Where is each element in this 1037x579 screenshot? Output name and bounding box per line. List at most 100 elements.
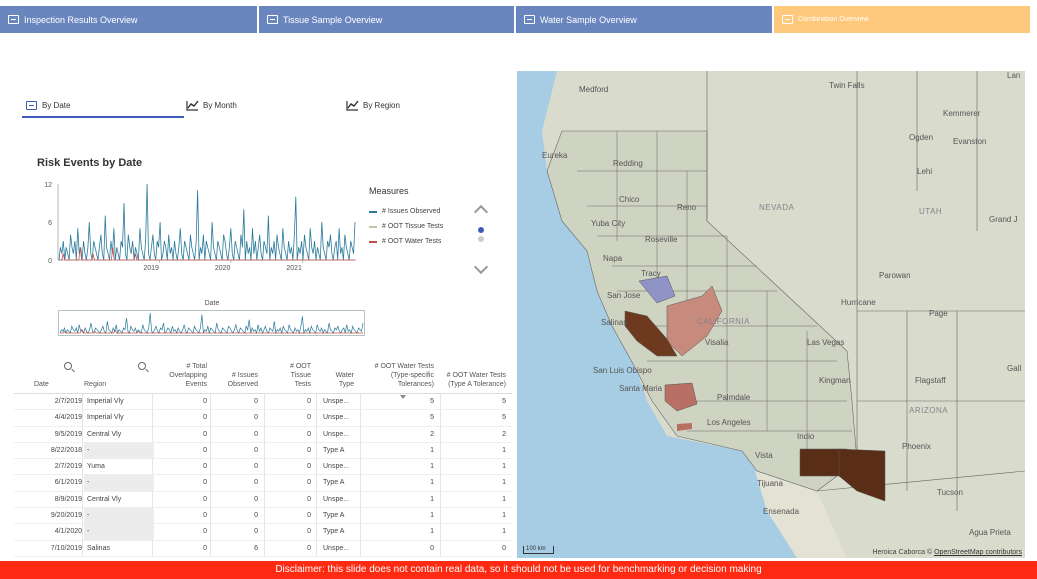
map-label-city: Tracy xyxy=(641,269,661,278)
map-label-city: Lehi xyxy=(917,167,933,176)
col-header-oot-water-type-specific[interactable]: # OOT Water Tests (Type-specific Toleran… xyxy=(374,363,434,388)
cell-date: 8/9/2019 xyxy=(54,495,82,503)
column-divider xyxy=(152,394,153,410)
search-icon[interactable] xyxy=(138,362,146,370)
table-row[interactable]: 2/7/2019 Imperial Vly 0 0 0 Unspe... 5 5 xyxy=(14,394,512,411)
cell-oot-tissue: 0 xyxy=(307,495,311,503)
cell-total-overlapping: 0 xyxy=(203,479,207,487)
chart-title: Risk Events by Date xyxy=(37,157,143,169)
table-row[interactable]: 9/5/2019 Central Vly 0 0 0 Unspe... 2 2 xyxy=(14,426,512,443)
tab-inspection-results-overview[interactable]: Inspection Results Overview xyxy=(0,6,257,33)
column-divider xyxy=(316,508,317,524)
column-divider xyxy=(440,540,441,556)
cell-oot-tissue: 0 xyxy=(307,414,311,422)
map-label-city: San Luis Obispo xyxy=(593,366,652,375)
col-header-oot-water-type-a[interactable]: # OOT Water Tests (Type A Tolerance) xyxy=(446,372,506,388)
column-divider xyxy=(360,459,361,475)
map-label-city: Napa xyxy=(603,254,623,263)
table-icon xyxy=(26,100,37,110)
dashboard-icon xyxy=(267,15,278,24)
column-divider xyxy=(152,459,153,475)
col-header-issues-observed[interactable]: # Issues Observed xyxy=(227,372,258,388)
table-row[interactable]: 7/10/2019 Salinas 0 6 0 Unspe... 0 0 xyxy=(14,540,512,557)
tab-water-sample-overview[interactable]: Water Sample Overview xyxy=(516,6,772,33)
date-range-brush[interactable] xyxy=(58,310,365,336)
cell-region: - xyxy=(84,524,154,541)
region-central-low[interactable] xyxy=(638,275,676,304)
col-header-oot-tissue[interactable]: # OOT Tissue Tests xyxy=(289,363,311,388)
column-divider xyxy=(360,442,361,459)
map-label-city: Santa Maria xyxy=(619,384,663,393)
region-salinas[interactable] xyxy=(624,310,678,357)
chevron-up-icon[interactable] xyxy=(473,204,489,220)
map-label-city: Chico xyxy=(619,195,640,204)
subtab-by-date[interactable]: By Date xyxy=(26,96,70,114)
cell-water-type: Type A xyxy=(323,528,345,536)
subtab-by-region[interactable]: By Region xyxy=(346,96,400,114)
disclaimer-banner: Disclaimer: this slide does not contain … xyxy=(0,561,1037,579)
table-row[interactable]: 6/1/2019- 0 0 0 Type A 1 1 xyxy=(14,475,512,492)
cell-oot-water-type-specific: 1 xyxy=(430,528,434,536)
table-row[interactable]: 8/9/2019 Central Vly 0 0 0 Unspe... 1 1 xyxy=(14,491,512,509)
chevron-down-icon[interactable] xyxy=(473,259,489,275)
map-attribution[interactable]: Heroica Caborca © OpenStreetMap contribu… xyxy=(872,549,1022,556)
dashboard-icon xyxy=(524,15,535,24)
col-header-water-type[interactable]: Water Type xyxy=(335,372,354,388)
cell-total-overlapping: 0 xyxy=(203,512,207,520)
region-map[interactable]: Medford Twin Falls Kemmerer Ogden Evanst… xyxy=(517,71,1025,558)
col-header-total-overlapping[interactable]: # Total Overlapping Events xyxy=(169,363,207,388)
table-row[interactable]: 8/22/2018- 0 0 0 Type A 1 1 xyxy=(14,442,512,460)
map-label-city: Yuba City xyxy=(591,219,626,228)
col-header-region[interactable]: Region xyxy=(84,362,154,389)
tab-tissue-sample-overview[interactable]: Tissue Sample Overview xyxy=(259,6,514,33)
cell-oot-water-type-specific: 2 xyxy=(430,430,434,438)
region-yuma[interactable] xyxy=(838,448,886,502)
subtab-by-month[interactable]: By Month xyxy=(186,96,237,114)
osm-attribution-link[interactable]: OpenStreetMap contributors xyxy=(934,549,1022,556)
table-body: 2/7/2019 Imperial Vly 0 0 0 Unspe... 5 5 4/4/201… xyxy=(14,394,512,557)
map-label-city: Palmdale xyxy=(717,393,751,402)
table-row[interactable]: 9/20/2019- 0 0 0 Type A 1 1 xyxy=(14,508,512,525)
subtab-label: By Month xyxy=(203,100,237,110)
cell-issues-observed: 0 xyxy=(254,446,258,454)
column-divider xyxy=(316,410,317,426)
cell-oot-tissue: 0 xyxy=(307,446,311,454)
legend-swatch xyxy=(369,225,377,228)
x-tick-label: 2019 xyxy=(143,265,159,272)
legend-item-tissue[interactable]: # OOT Tissue Tests xyxy=(369,219,443,234)
column-divider xyxy=(440,459,441,475)
table-row[interactable]: 2/7/2019 Yuma 0 0 0 Unspe... 1 1 xyxy=(14,459,512,476)
subtab-label: By Date xyxy=(42,100,71,110)
brush-frame xyxy=(58,310,365,336)
x-tick-label: 2021 xyxy=(286,265,302,272)
cell-oot-tissue: 0 xyxy=(307,512,311,520)
region-santa-maria[interactable] xyxy=(664,382,698,412)
cell-oot-water-type-a: 1 xyxy=(502,512,506,520)
tab-combination-overview[interactable]: Combination Overview xyxy=(774,6,1030,33)
legend-item-issues[interactable]: # Issues Observed xyxy=(369,204,443,219)
tab-label: Water Sample Overview xyxy=(540,14,637,25)
column-divider xyxy=(152,426,153,442)
sort-descending-icon[interactable] xyxy=(400,395,406,399)
page-dot-active[interactable] xyxy=(478,227,484,233)
column-divider xyxy=(264,491,265,508)
map-label-city: Eureka xyxy=(542,151,568,160)
column-divider xyxy=(316,442,317,459)
column-divider xyxy=(152,491,153,508)
tab-label: Tissue Sample Overview xyxy=(283,14,383,25)
col-header-date[interactable]: Date xyxy=(34,362,74,389)
column-divider xyxy=(316,394,317,410)
cell-issues-observed: 0 xyxy=(254,414,258,422)
column-divider xyxy=(152,540,153,556)
table-row[interactable]: 4/4/2019 Imperial Vly 0 0 0 Unspe... 5 5 xyxy=(14,410,512,427)
page-dot[interactable] xyxy=(478,236,484,242)
cell-oot-water-type-a: 0 xyxy=(502,544,506,552)
risk-events-line-chart[interactable]: 0 6 12 2019 2020 2021 xyxy=(34,176,364,276)
table-row[interactable]: 4/1/2020- 0 0 0 Type A 1 1 xyxy=(14,524,512,541)
column-divider xyxy=(264,475,265,491)
column-divider xyxy=(360,475,361,491)
map-label-city: Parowan xyxy=(879,271,911,280)
search-icon[interactable] xyxy=(64,362,72,370)
legend-item-water[interactable]: # OOT Water Tests xyxy=(369,234,443,249)
column-divider xyxy=(82,524,83,540)
